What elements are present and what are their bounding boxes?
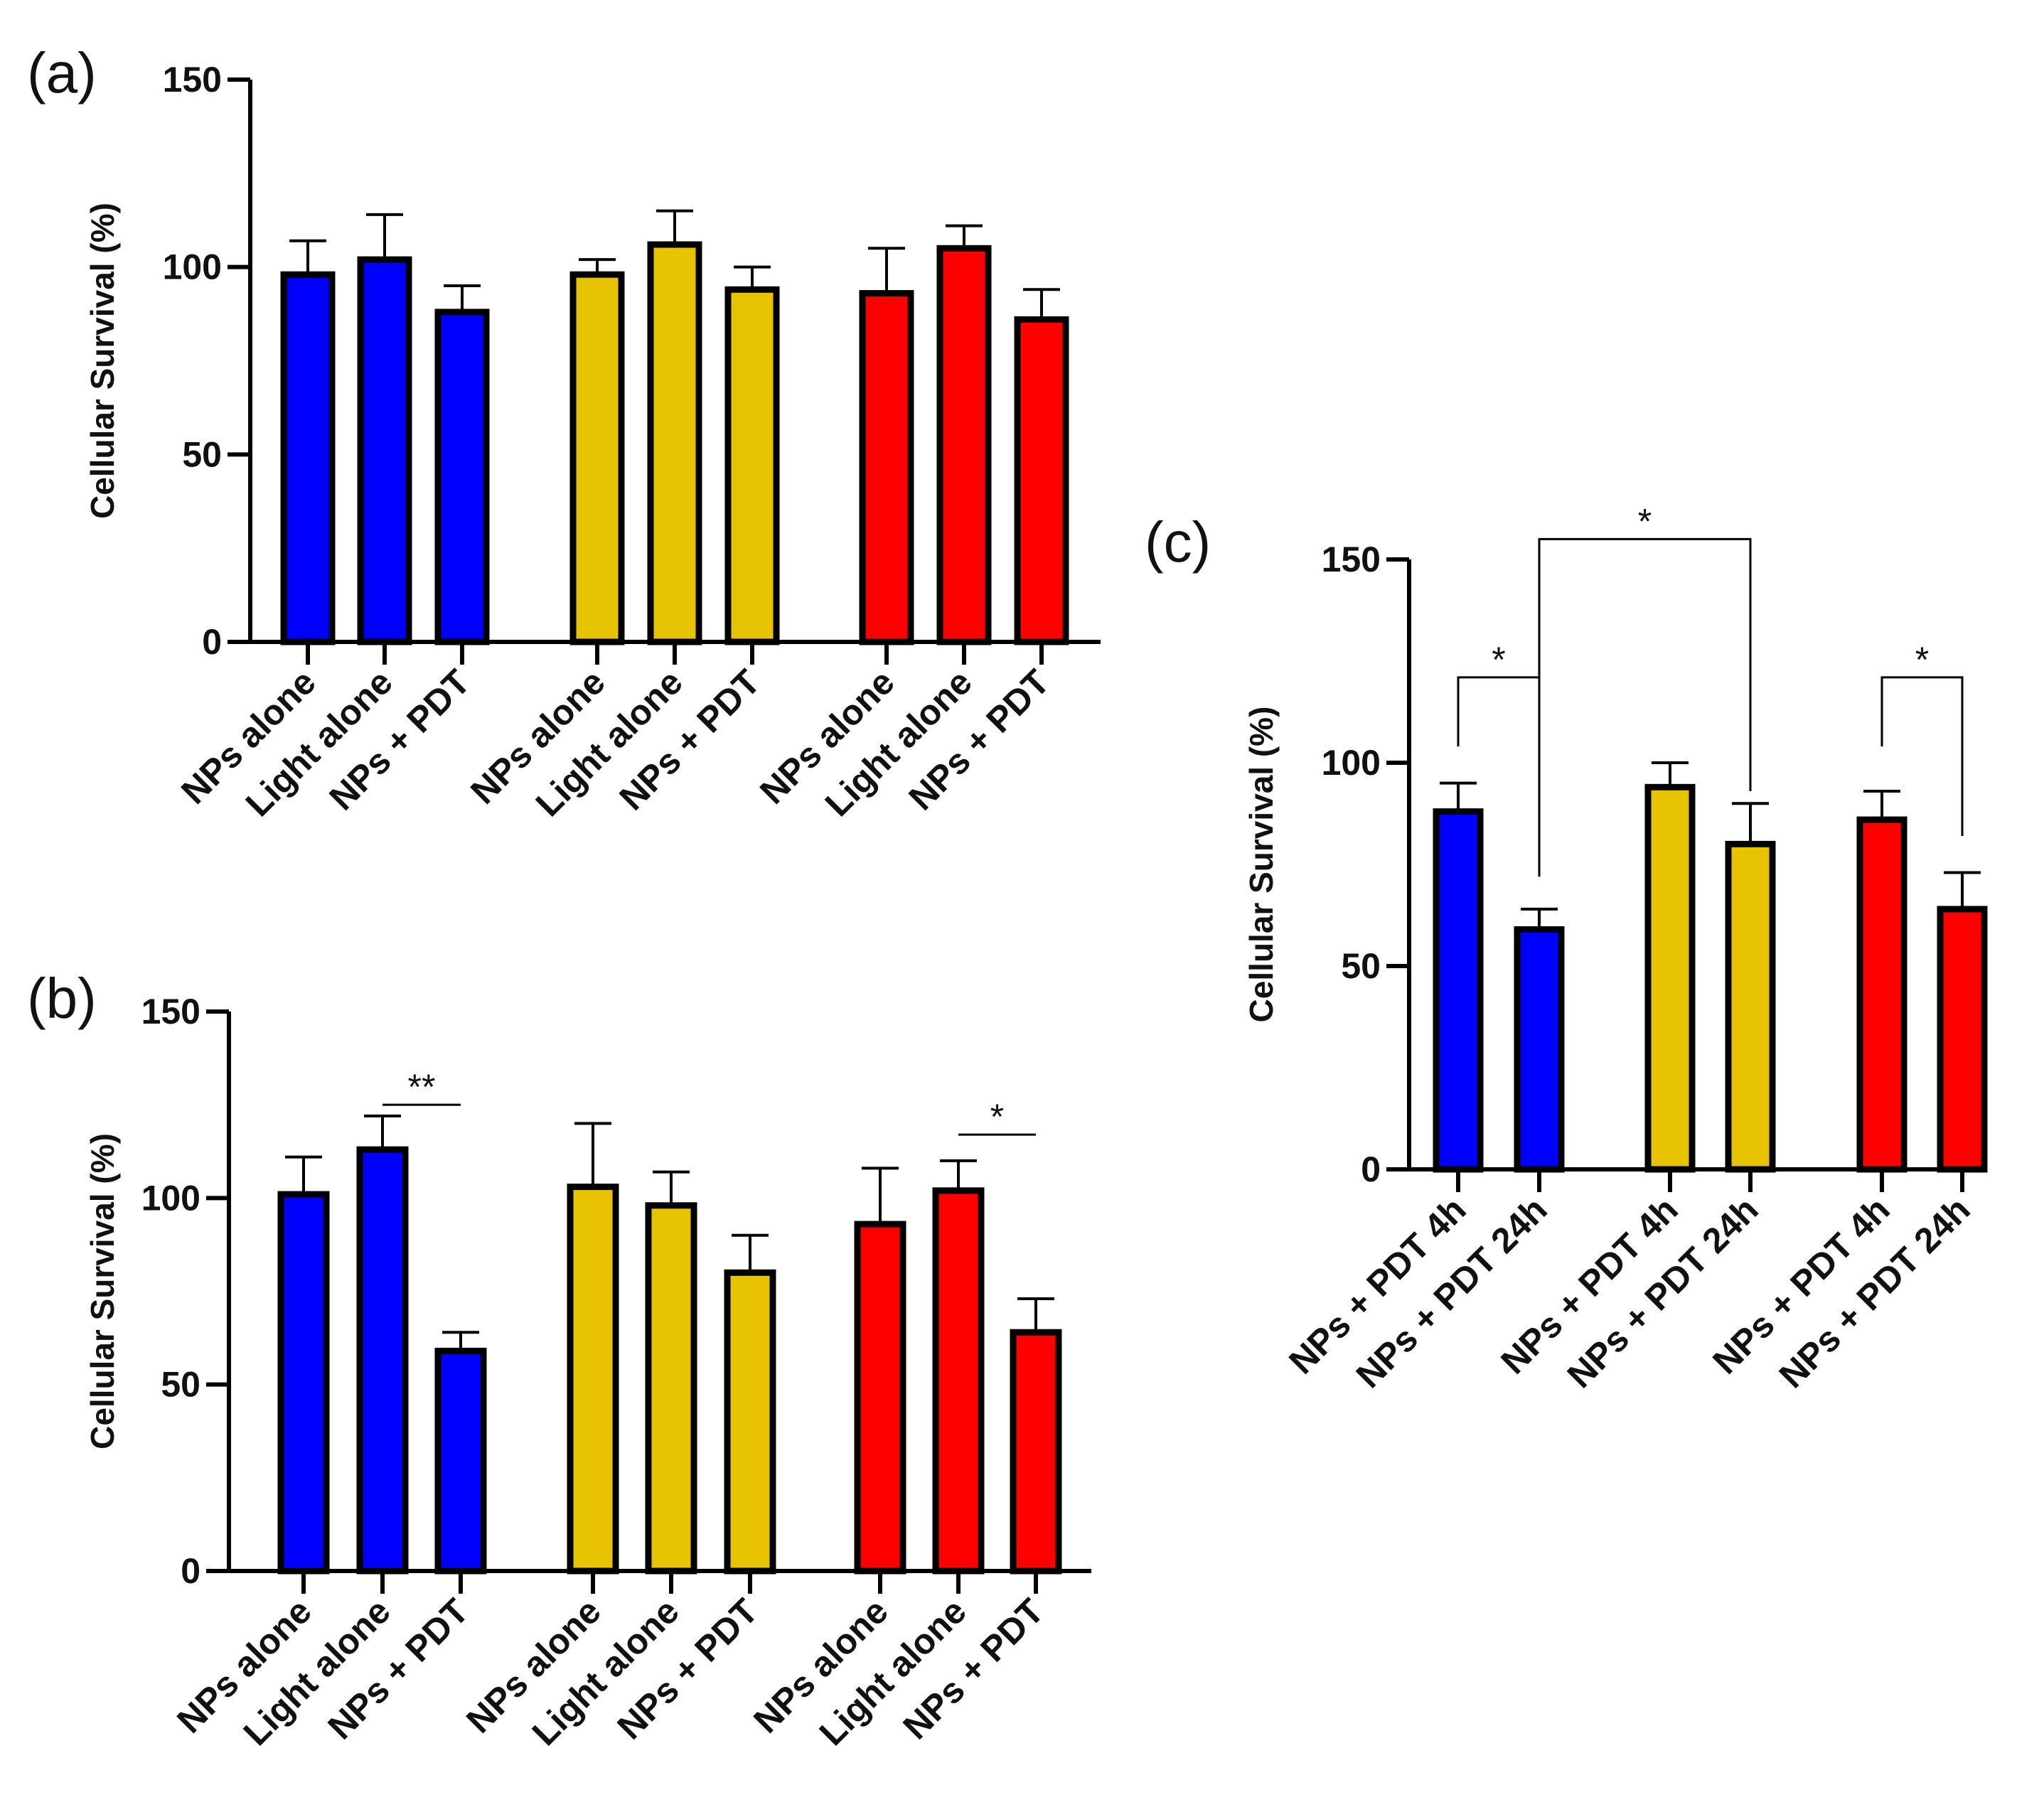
bar [567,1184,619,1575]
y-axis-title: Cellular Survival (%) [84,203,121,519]
bar [1514,926,1565,1173]
bar [724,1269,776,1575]
bar [434,1347,487,1575]
y-axis-title: Cellular Survival (%) [84,1133,121,1449]
panel-label: (c) [1145,510,1211,574]
significance-marker: ** [408,1067,436,1107]
significance-marker: * [1638,501,1652,541]
y-tick-label: 100 [163,247,222,287]
bar [1937,906,1988,1173]
bar [357,256,412,645]
bar [356,1146,409,1575]
bar [1433,808,1484,1173]
significance-bracket [1538,537,1752,877]
bar [932,1187,985,1575]
bar [569,271,625,645]
bar [1725,840,1776,1173]
y-tick-label: 150 [163,60,222,100]
y-tick-label: 100 [1322,743,1381,783]
bar [724,286,780,645]
significance-marker: * [990,1097,1004,1137]
bar [1014,316,1069,645]
significance-marker: * [1492,640,1505,680]
y-tick-label: 50 [1341,946,1381,986]
y-tick-label: 0 [181,1551,200,1591]
bar [280,271,336,645]
y-tick-label: 0 [202,622,222,662]
bar [854,1221,906,1575]
panel-label: (a) [27,41,97,104]
y-tick-label: 100 [141,1178,200,1218]
panel-label: (b) [27,967,97,1030]
significance-bracket [1880,676,1964,836]
bar [1856,816,1907,1173]
y-tick-label: 0 [1361,1149,1381,1189]
y-tick-label: 50 [161,1365,200,1405]
y-tick-label: 150 [141,992,200,1031]
significance-marker: * [1915,640,1929,680]
bar [936,245,992,645]
y-tick-label: 50 [182,434,222,474]
bar [1010,1329,1062,1575]
bar [434,309,490,645]
bar [1644,783,1696,1173]
bar [859,290,914,645]
bar [277,1191,330,1575]
y-tick-label: 150 [1322,540,1381,579]
bar [645,1202,697,1575]
y-axis-title: Cellular Survival (%) [1243,707,1280,1023]
bar [647,241,702,645]
